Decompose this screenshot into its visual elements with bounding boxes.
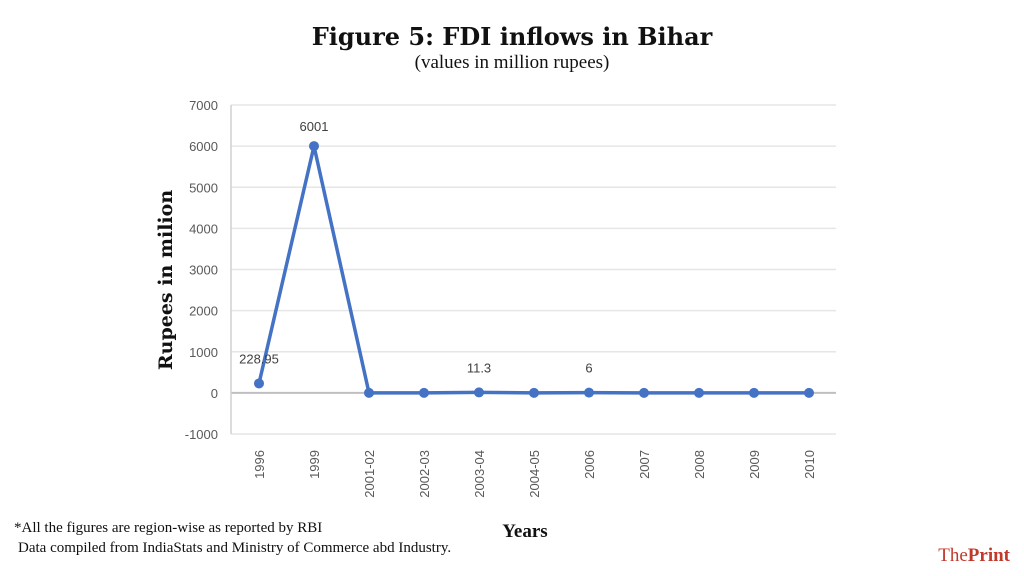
x-tick-label: 2007 xyxy=(637,450,652,479)
data-label: 228.95 xyxy=(239,351,279,366)
y-tick-label: -1000 xyxy=(185,427,218,442)
data-point xyxy=(529,387,539,398)
y-tick-label: 4000 xyxy=(189,221,218,236)
data-label: 6001 xyxy=(300,119,329,134)
y-tick-label: 7000 xyxy=(189,98,218,113)
footnote-2: Data compiled from IndiaStats and Minist… xyxy=(18,540,452,556)
y-axis-title: Rupees in milion xyxy=(155,190,177,370)
data-point xyxy=(804,387,814,398)
data-point xyxy=(749,387,759,398)
data-point xyxy=(419,387,429,398)
x-tick-label: 1996 xyxy=(252,450,267,479)
data-point xyxy=(584,387,594,398)
data-point xyxy=(254,378,264,389)
footnote-1: *All the figures are region-wise as repo… xyxy=(14,520,323,536)
x-tick-label: 2004-05 xyxy=(527,450,542,498)
data-point xyxy=(474,387,484,398)
x-tick-label: 2008 xyxy=(692,450,707,479)
logo-part2: Print xyxy=(967,545,1010,566)
x-tick-label: 2002-03 xyxy=(417,450,432,498)
x-tick-label: 2010 xyxy=(802,450,817,479)
x-axis-title: Years xyxy=(502,521,547,542)
x-tick-label: 1999 xyxy=(307,450,322,479)
data-label: 6 xyxy=(585,361,592,376)
y-tick-label: 5000 xyxy=(189,180,218,195)
chart-subtitle: (values in million rupees) xyxy=(414,52,610,73)
data-point xyxy=(639,387,649,398)
y-tick-label: 6000 xyxy=(189,139,218,154)
y-tick-label: 0 xyxy=(211,386,218,401)
data-point xyxy=(694,387,704,398)
y-tick-label: 1000 xyxy=(189,345,218,360)
y-tick-label: 3000 xyxy=(189,263,218,278)
data-label: 11.3 xyxy=(467,360,491,375)
chart-title: Figure 5: FDI inflows in Bihar xyxy=(311,22,713,51)
x-tick-label: 2006 xyxy=(582,450,597,479)
theprint-logo: ThePrint xyxy=(938,545,1010,567)
logo-part1: The xyxy=(938,545,968,566)
data-point xyxy=(309,141,319,152)
x-tick-label: 2003-04 xyxy=(472,450,487,498)
data-point xyxy=(364,387,374,398)
y-tick-label: 2000 xyxy=(189,304,218,319)
x-tick-label: 2001-02 xyxy=(362,450,377,498)
x-tick-label: 2009 xyxy=(747,450,762,479)
